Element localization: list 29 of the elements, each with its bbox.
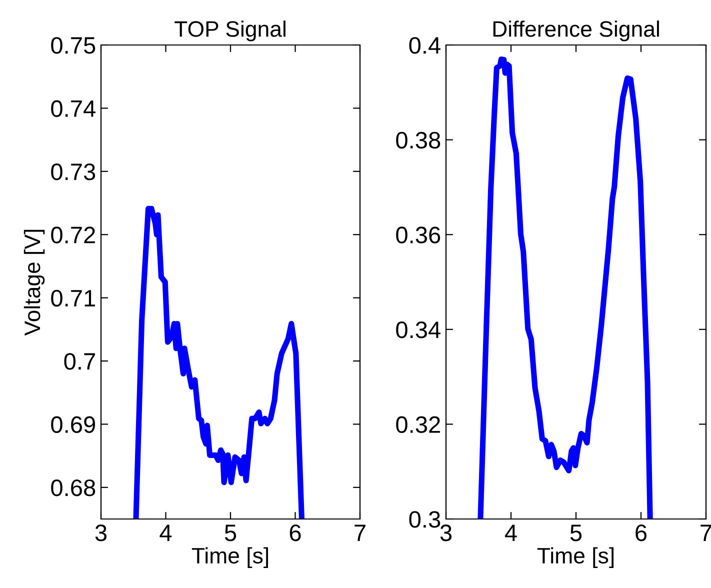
x-tick-label: 6 (290, 524, 301, 542)
y-tick-label: 0.3 (409, 511, 440, 528)
y-axis-title: Voltage [V] (24, 230, 45, 336)
x-tick-label: 7 (354, 524, 366, 541)
y-tick-label: 0.69 (51, 416, 96, 433)
x-tick-label: 4 (160, 524, 172, 541)
y-tick-label: 0.7 (64, 353, 95, 370)
x-tick-label: 3 (440, 524, 452, 542)
y-tick-label: 0.32 (396, 416, 440, 433)
y-tick-label: 0.68 (51, 479, 96, 496)
x-tick-label: 5 (570, 524, 582, 542)
y-tick-label: 0.38 (396, 132, 440, 149)
x-tick-label: 5 (224, 524, 236, 542)
chart-title: Difference Signal (493, 20, 659, 42)
chart-title: TOP Signal (174, 20, 286, 42)
x-axis-title: Time [s] (537, 547, 614, 568)
y-tick-label: 0.34 (396, 321, 440, 338)
y-tick-label: 0.71 (51, 290, 95, 307)
x-axis-title: Time [s] (192, 547, 268, 568)
x-tick-label: 7 (700, 524, 711, 541)
y-tick-label: 0.72 (51, 226, 95, 244)
x-tick-label: 3 (95, 524, 107, 542)
x-tick-label: 6 (636, 524, 647, 542)
x-tick-label: 4 (504, 524, 517, 541)
y-tick-label: 0.74 (51, 100, 96, 117)
y-tick-label: 0.75 (51, 37, 96, 54)
y-tick-label: 0.36 (396, 226, 440, 244)
y-tick-label: 0.4 (409, 37, 440, 54)
y-tick-label: 0.73 (51, 163, 96, 180)
